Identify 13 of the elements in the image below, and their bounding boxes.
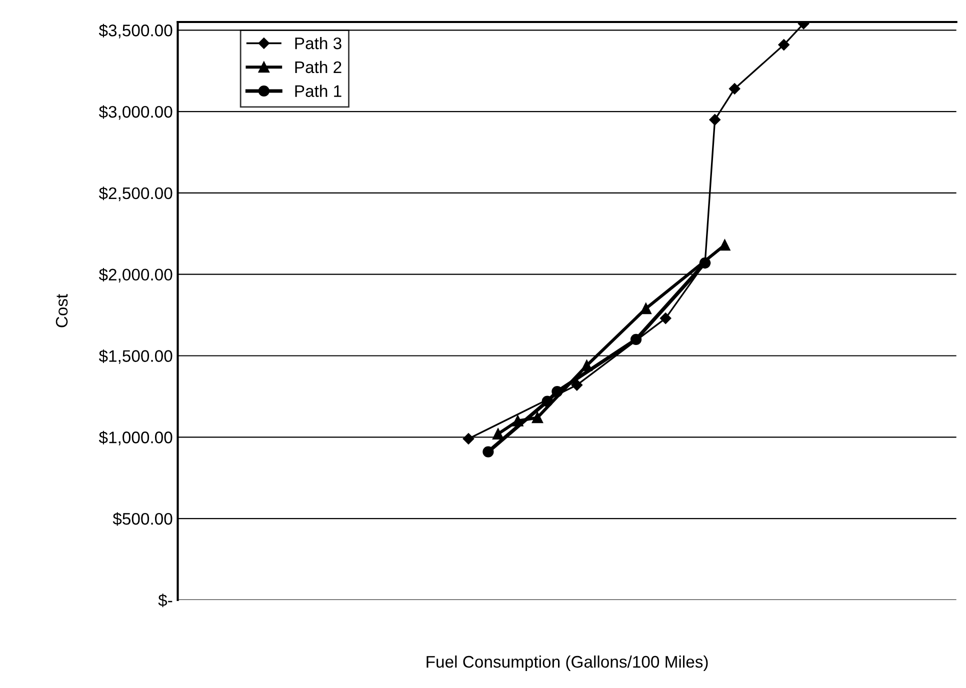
y-axis-title: Cost	[56, 294, 68, 328]
legend-label: Path 1	[295, 84, 342, 97]
x-axis-title: Fuel Consumption (Gallons/100 Miles)	[426, 655, 708, 672]
y-tick-label: $1,500.00	[98, 349, 172, 364]
y-tick-label: $3,500.00	[98, 24, 172, 38]
y-tick-label: $1,000.00	[98, 430, 172, 446]
y-tick-label: $2,500.00	[98, 186, 172, 202]
y-tick-label: $3,000.00	[98, 105, 172, 120]
y-tick-label: $2,000.00	[98, 268, 172, 283]
legend-label: Path 2	[295, 60, 342, 74]
y-tick-label: $500.00	[112, 512, 172, 526]
legend-label: Path 3	[295, 37, 342, 50]
y-tick-label: $-	[158, 594, 172, 608]
